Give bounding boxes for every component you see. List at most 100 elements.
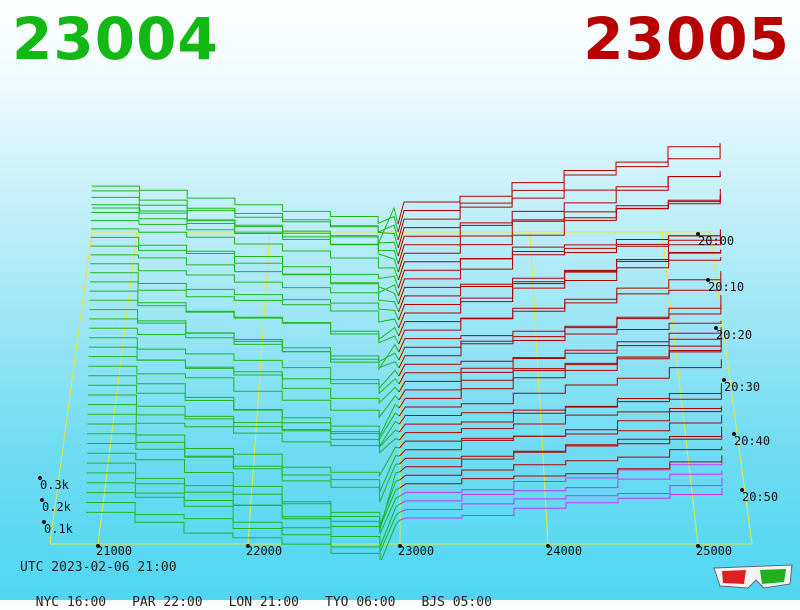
left-series-lines bbox=[86, 185, 401, 560]
x-tick-label: 25000 bbox=[696, 544, 732, 558]
left-series-line bbox=[87, 394, 400, 449]
left-series-line bbox=[90, 254, 399, 305]
left-series-line bbox=[86, 511, 401, 560]
right-series-line bbox=[399, 446, 723, 481]
right-series-line bbox=[398, 331, 722, 377]
right-series-line bbox=[397, 229, 721, 289]
grid-line bbox=[247, 231, 271, 545]
right-series-line bbox=[399, 434, 723, 473]
left-series-line bbox=[86, 492, 401, 548]
x-tick-marker bbox=[398, 544, 402, 548]
right-series-line bbox=[399, 470, 723, 505]
left-series-line bbox=[89, 281, 400, 329]
left-series-line bbox=[89, 318, 400, 363]
chart-axes: 21000 22000 23000 24000 25000 0.1k 0.2k 0.3k 20:… bbox=[38, 232, 778, 558]
right-series-title: 23005 bbox=[583, 5, 790, 73]
right-series-line bbox=[397, 189, 721, 273]
left-series-line bbox=[89, 309, 400, 371]
left-series-line bbox=[86, 472, 401, 528]
right-series-line bbox=[399, 406, 722, 441]
time-tick-marker bbox=[732, 432, 736, 436]
left-series-line bbox=[89, 290, 400, 341]
z-tick-marker bbox=[38, 476, 42, 480]
right-series-line bbox=[399, 477, 723, 513]
time-tick-label: 20:20 bbox=[716, 328, 752, 342]
3d-glasses-icon[interactable] bbox=[712, 562, 794, 592]
right-series-line bbox=[397, 143, 721, 225]
time-tick-label: 20:30 bbox=[724, 380, 760, 394]
left-series-line bbox=[88, 365, 400, 419]
z-tick-label: 0.3k bbox=[40, 478, 70, 492]
x-tick-label: 21000 bbox=[96, 544, 132, 558]
right-series-line bbox=[398, 340, 722, 409]
left-series-line bbox=[90, 272, 400, 321]
world-times: NYC 16:00 PAR 22:00 LON 21:00 TYO 06:00 BJS … bbox=[20, 580, 518, 610]
right-series-line bbox=[399, 408, 722, 449]
z-tick-marker bbox=[40, 498, 44, 502]
left-series-line bbox=[92, 206, 399, 245]
time-tick-marker bbox=[706, 278, 710, 282]
time-tick-marker bbox=[740, 488, 744, 492]
left-series-line bbox=[88, 384, 400, 442]
left-series-line bbox=[87, 423, 400, 478]
right-series-line bbox=[398, 271, 722, 337]
right-series-line bbox=[397, 195, 721, 257]
left-series-line bbox=[87, 452, 400, 531]
time-tick-marker bbox=[696, 232, 700, 236]
right-series-lines bbox=[397, 143, 723, 521]
right-series-line bbox=[399, 426, 723, 465]
right-series-line bbox=[397, 144, 721, 241]
right-series-line bbox=[398, 257, 722, 329]
right-series-line bbox=[398, 349, 722, 393]
right-series-line bbox=[398, 391, 722, 425]
x-tick-label: 24000 bbox=[546, 544, 582, 558]
x-tick-marker bbox=[96, 544, 100, 548]
z-tick-marker bbox=[42, 520, 46, 524]
z-tick-label: 0.1k bbox=[44, 522, 74, 536]
left-series-line bbox=[91, 190, 399, 241]
utc-time: UTC 2023-02-06 21:00 bbox=[20, 560, 177, 575]
right-series-line bbox=[399, 487, 723, 521]
right-series-line bbox=[398, 249, 722, 313]
right-series-line bbox=[398, 320, 722, 369]
zone-time: BJS 05:00 bbox=[421, 595, 492, 610]
left-series-line bbox=[90, 245, 399, 297]
time-tick-marker bbox=[714, 326, 718, 330]
time-tick-marker bbox=[722, 378, 726, 382]
z-tick-label: 0.2k bbox=[42, 500, 72, 514]
right-series-line bbox=[399, 455, 723, 489]
time-tick-label: 20:00 bbox=[698, 234, 734, 248]
depth-chart: 21000 22000 23000 24000 25000 0.1k 0.2k 0.3k 20:… bbox=[38, 143, 778, 560]
x-tick-marker bbox=[546, 544, 550, 548]
left-series-title: 23004 bbox=[12, 5, 219, 73]
floor-outline bbox=[49, 231, 753, 545]
left-series-line bbox=[86, 482, 401, 535]
zone-time: PAR 22:00 bbox=[132, 595, 203, 610]
left-series-line bbox=[88, 346, 400, 395]
left-series-line bbox=[86, 502, 401, 553]
right-series-line bbox=[399, 383, 722, 433]
grid-line bbox=[97, 231, 138, 545]
x-tick-label: 22000 bbox=[246, 544, 282, 558]
x-tick-label: 23000 bbox=[398, 544, 434, 558]
grid-line bbox=[529, 231, 549, 545]
zone-time: TYO 06:00 bbox=[325, 595, 396, 610]
right-series-line bbox=[397, 233, 721, 281]
left-series-line bbox=[87, 413, 400, 454]
time-tick-label: 20:40 bbox=[734, 434, 770, 448]
time-tick-label: 20:50 bbox=[742, 490, 778, 504]
right-series-line bbox=[398, 231, 721, 305]
left-series-line bbox=[88, 375, 400, 438]
zone-time: LON 21:00 bbox=[228, 595, 300, 610]
x-tick-marker bbox=[696, 544, 700, 548]
right-series-line bbox=[398, 233, 721, 297]
left-series-line bbox=[90, 263, 400, 313]
right-series-line bbox=[398, 279, 722, 345]
left-series-line bbox=[91, 185, 399, 233]
right-series-line bbox=[397, 170, 721, 233]
right-series-line bbox=[398, 295, 722, 353]
zone-time: NYC 16:00 bbox=[35, 595, 107, 610]
x-tick-marker bbox=[246, 544, 250, 548]
left-series-line bbox=[90, 236, 399, 289]
time-tick-label: 20:10 bbox=[708, 280, 744, 294]
